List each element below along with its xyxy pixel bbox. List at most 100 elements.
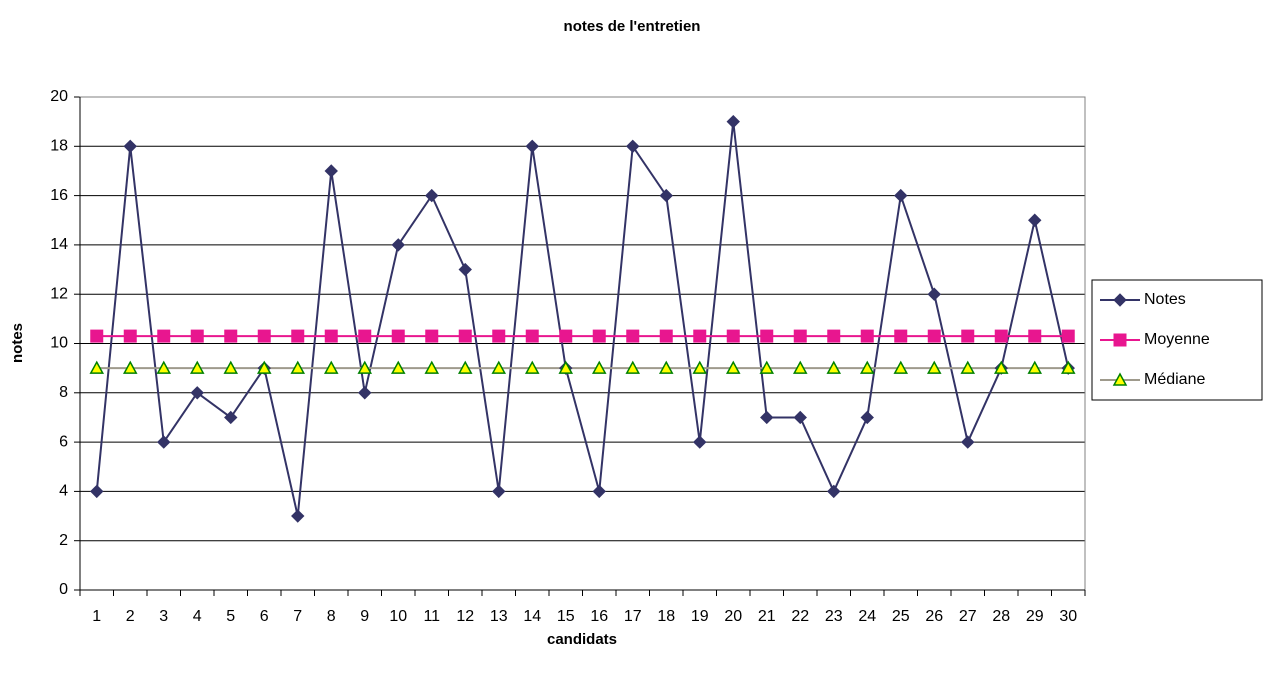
point [793, 329, 807, 343]
point [257, 329, 271, 343]
point [323, 360, 339, 374]
x-tick-label: 6 [260, 608, 269, 625]
point [893, 360, 909, 374]
point [1027, 360, 1043, 374]
point [491, 360, 507, 374]
point [993, 360, 1009, 374]
point [927, 329, 941, 343]
x-tick-label: 5 [226, 608, 235, 625]
x-tick-label: 21 [758, 608, 776, 625]
legend-label: Notes [1144, 291, 1186, 308]
x-tick-label: 11 [423, 608, 440, 625]
point [1028, 329, 1042, 343]
point [760, 329, 774, 343]
point [725, 360, 741, 374]
chart-title: notes de l'entretien [564, 18, 701, 35]
point [324, 164, 338, 178]
point [291, 329, 305, 343]
point [291, 509, 305, 523]
legend-marker [1113, 333, 1127, 347]
x-tick-label: 24 [858, 608, 876, 625]
x-tick-label: 25 [892, 608, 910, 625]
point [189, 360, 205, 374]
point [224, 329, 238, 343]
x-tick-label: 27 [959, 608, 977, 625]
point [324, 329, 338, 343]
y-tick-label: 4 [59, 483, 68, 500]
point [792, 360, 808, 374]
point [390, 360, 406, 374]
point [659, 188, 673, 203]
point [894, 188, 908, 203]
x-tick-label: 4 [193, 608, 202, 625]
point [860, 410, 874, 425]
point [156, 360, 172, 374]
x-tick-label: 10 [389, 608, 407, 625]
point [859, 360, 875, 374]
point [592, 484, 606, 499]
point [1028, 213, 1042, 227]
point [492, 484, 506, 499]
legend-label: Moyenne [1144, 331, 1210, 348]
y-tick-label: 8 [59, 384, 68, 401]
point [290, 360, 306, 374]
x-tick-label: 28 [992, 608, 1010, 625]
point [224, 410, 238, 425]
x-tick-label: 1 [92, 608, 101, 625]
point [190, 386, 204, 400]
point [157, 329, 171, 343]
x-tick-label: 20 [724, 608, 742, 625]
point [961, 435, 975, 449]
x-tick-label: 13 [490, 608, 508, 625]
point [123, 329, 137, 343]
x-tick-label: 29 [1026, 608, 1044, 625]
x-tick-label: 30 [1059, 608, 1077, 625]
point [89, 360, 105, 374]
point [358, 386, 372, 400]
point [960, 360, 976, 374]
x-tick-label: 9 [360, 608, 369, 625]
y-tick-label: 20 [50, 88, 68, 105]
point [357, 360, 373, 374]
point [626, 329, 640, 343]
point [860, 329, 874, 343]
point [827, 329, 841, 343]
point [692, 360, 708, 374]
point [90, 329, 104, 343]
point [1061, 329, 1075, 343]
point [358, 329, 372, 343]
point [894, 329, 908, 343]
point [793, 410, 807, 425]
point [425, 188, 439, 203]
x-tick-label: 3 [159, 608, 168, 625]
y-tick-label: 2 [59, 532, 68, 549]
point [425, 329, 439, 343]
point [458, 329, 472, 343]
y-tick-label: 12 [50, 285, 68, 302]
y-tick-label: 10 [50, 335, 68, 352]
point [157, 435, 171, 449]
y-axis-title: notes [9, 323, 26, 363]
point [190, 329, 204, 343]
point [626, 139, 640, 154]
point [458, 262, 472, 277]
point [625, 360, 641, 374]
legend-label: Médiane [1144, 371, 1205, 388]
x-tick-label: 23 [825, 608, 843, 625]
x-tick-label: 8 [327, 608, 336, 625]
point [492, 329, 506, 343]
point [592, 329, 606, 343]
point [457, 360, 473, 374]
point [525, 139, 539, 154]
legend-marker [1113, 293, 1127, 307]
x-tick-label: 2 [126, 608, 135, 625]
point [726, 114, 740, 129]
x-tick-label: 15 [557, 608, 575, 625]
point [525, 329, 539, 343]
point [926, 360, 942, 374]
point [558, 360, 574, 374]
y-tick-label: 0 [59, 581, 68, 598]
y-tick-label: 16 [50, 187, 68, 204]
point [256, 360, 272, 374]
point [424, 360, 440, 374]
